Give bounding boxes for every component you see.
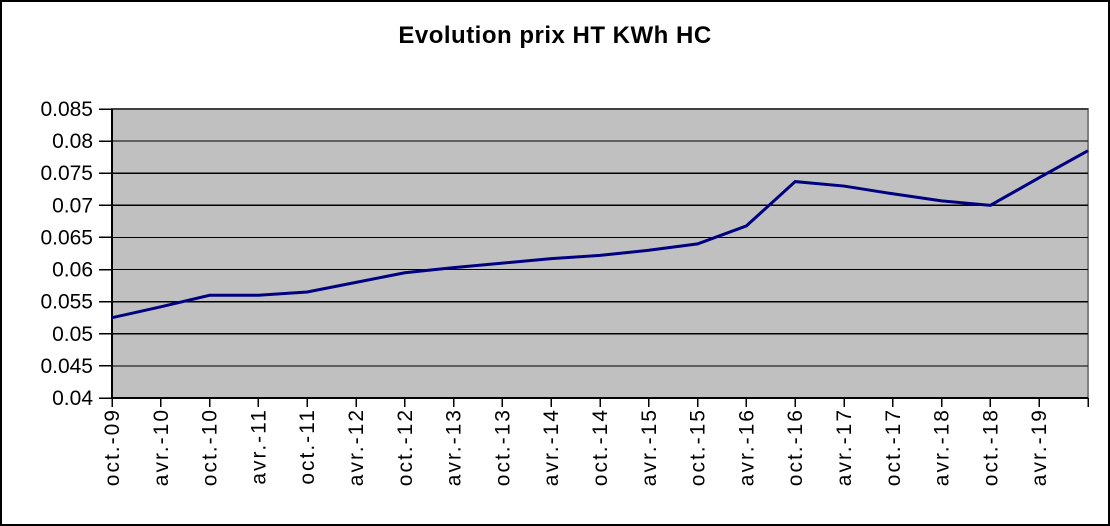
x-axis-label: oct.-14: [589, 408, 612, 486]
chart-title: Evolution prix HT KWh HC: [398, 22, 712, 49]
price-series-line: [111, 149, 1089, 320]
y-axis-label: 0.07: [52, 194, 93, 217]
x-axis-label: oct.-11: [296, 408, 319, 485]
x-axis-label: oct.-17: [882, 408, 905, 486]
x-axis-label: avr.-19: [1028, 408, 1051, 486]
x-axis-label: avr.-13: [443, 408, 466, 486]
x-axis-label: avr.-15: [638, 408, 661, 486]
x-axis-label: avr.-16: [735, 408, 758, 486]
x-axis-label: oct.-15: [687, 408, 710, 486]
x-axis-label: avr.-14: [540, 408, 563, 486]
x-axis-label: avr.-17: [833, 408, 856, 486]
y-axis-label: 0.04: [52, 387, 93, 410]
x-axis-label: oct.-10: [199, 408, 222, 486]
y-axis-label: 0.08: [52, 130, 93, 153]
y-axis-label: 0.065: [40, 226, 93, 249]
x-axis-label: oct.-13: [491, 408, 514, 486]
y-axis-label: 0.045: [40, 355, 93, 378]
x-axis-label: avr.-12: [345, 408, 368, 486]
x-axis-label: oct.-16: [784, 408, 807, 486]
x-axis-label: oct.-12: [394, 408, 417, 486]
x-axis-label: oct.-18: [979, 408, 1002, 486]
x-axis-label: oct.-09: [101, 408, 124, 486]
plot-area: [111, 108, 1089, 399]
y-axis-label: 0.05: [52, 323, 93, 346]
y-axis-label: 0.075: [40, 162, 93, 185]
x-axis-label: avr.-18: [931, 408, 954, 486]
x-axis-label: avr.-11: [247, 408, 270, 485]
y-axis-label: 0.085: [40, 98, 93, 121]
y-axis-label: 0.055: [40, 291, 93, 314]
y-axis-label: 0.06: [52, 259, 93, 282]
x-axis-label: avr.-10: [150, 408, 173, 486]
